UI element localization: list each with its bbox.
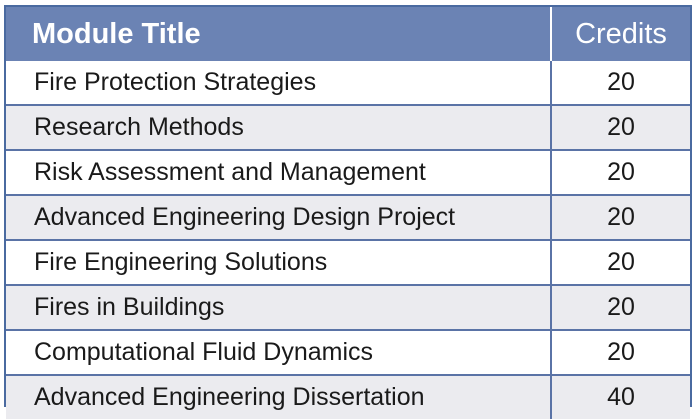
credits-cell: 20 <box>551 329 690 375</box>
header-module-title: Module Title <box>6 7 552 61</box>
credits-cell: 20 <box>551 194 690 240</box>
module-title-cell: Advanced Engineering Design Project <box>6 194 552 240</box>
module-credits-table: Module Title Credits Fire Protection Str… <box>4 5 692 419</box>
module-title-cell: Fire Protection Strategies <box>6 61 552 105</box>
table-row: Risk Assessment and Management 20 <box>6 149 690 195</box>
header-row: Module Title Credits <box>6 7 690 61</box>
table-body: Fire Protection Strategies 20 Research M… <box>6 61 690 419</box>
table-row: Computational Fluid Dynamics 20 <box>6 329 690 375</box>
credits-cell: 20 <box>551 284 690 330</box>
table-row: Fire Engineering Solutions 20 <box>6 239 690 285</box>
modules-table: Module Title Credits Fire Protection Str… <box>6 7 690 419</box>
header-credits: Credits <box>551 7 690 61</box>
module-title-cell: Advanced Engineering Dissertation <box>6 374 552 419</box>
credits-cell: 20 <box>551 61 690 105</box>
table-row: Advanced Engineering Design Project 20 <box>6 194 690 240</box>
credits-cell: 20 <box>551 104 690 150</box>
credits-cell: 20 <box>551 239 690 285</box>
credits-cell: 40 <box>551 374 690 419</box>
credits-cell: 20 <box>551 149 690 195</box>
table-row: Fire Protection Strategies 20 <box>6 61 690 105</box>
module-title-cell: Fires in Buildings <box>6 284 552 330</box>
module-title-cell: Computational Fluid Dynamics <box>6 329 552 375</box>
module-title-cell: Research Methods <box>6 104 552 150</box>
table-row: Advanced Engineering Dissertation 40 <box>6 374 690 419</box>
table-header: Module Title Credits <box>6 7 690 61</box>
table-row: Fires in Buildings 20 <box>6 284 690 330</box>
module-title-cell: Fire Engineering Solutions <box>6 239 552 285</box>
table-row: Research Methods 20 <box>6 104 690 150</box>
module-title-cell: Risk Assessment and Management <box>6 149 552 195</box>
